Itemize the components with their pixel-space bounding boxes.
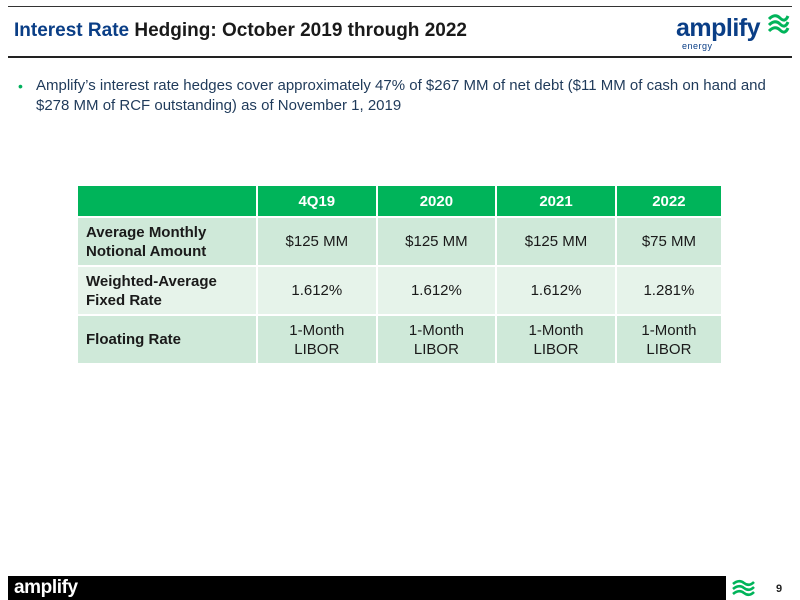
bullet-point: • Amplify’s interest rate hedges cover a… <box>18 76 780 116</box>
row-label: Weighted-Average Fixed Rate <box>76 265 258 316</box>
table-header-cell: 2022 <box>614 184 724 218</box>
logo-subtitle: energy <box>682 41 713 51</box>
table-cell: 1-Month LIBOR <box>495 314 617 365</box>
table-cell: 1.612% <box>495 265 617 316</box>
table-header-blank <box>76 184 258 218</box>
page-number: 9 <box>776 583 783 595</box>
row-label: Average Monthly Notional Amount <box>76 216 258 267</box>
table-header-cell: 4Q19 <box>256 184 378 218</box>
table-cell: $125 MM <box>375 216 498 267</box>
amplify-logo: amplify energy <box>676 10 792 54</box>
waves-icon <box>767 14 790 34</box>
table-cell: 1.612% <box>375 265 498 316</box>
logo-wordmark: amplify <box>676 14 761 42</box>
row-label: Floating Rate <box>76 314 258 365</box>
header-rule <box>8 56 792 58</box>
table-cell: 1-Month LIBOR <box>256 314 378 365</box>
footer-waves-icon <box>732 579 755 597</box>
table-cell: 1-Month LIBOR <box>614 314 724 365</box>
top-rule <box>8 6 792 7</box>
table-cell: 1-Month LIBOR <box>375 314 498 365</box>
table-cell: 1.612% <box>256 265 378 316</box>
table-header-cell: 2020 <box>375 184 498 218</box>
bullet-dot-icon: • <box>18 78 23 94</box>
title-rest: Hedging: October 2019 through 2022 <box>134 20 467 41</box>
page-title: Interest Rate Hedging: October 2019 thro… <box>14 20 467 42</box>
table-header-row: 4Q19 2020 2021 2022 <box>76 184 724 218</box>
table-cell: $75 MM <box>614 216 724 267</box>
footer-bar <box>8 576 726 600</box>
table-header-cell: 2021 <box>495 184 617 218</box>
footer-logo: amplify <box>14 577 78 598</box>
table-cell: 1.281% <box>614 265 724 316</box>
table-row: Weighted-Average Fixed Rate 1.612% 1.612%… <box>76 265 724 316</box>
table-cell: $125 MM <box>495 216 617 267</box>
table-row: Average Monthly Notional Amount $125 MM $… <box>76 216 724 267</box>
table-row: Floating Rate 1-Month LIBOR 1-Month LIBOR … <box>76 314 724 365</box>
bullet-text: Amplify’s interest rate hedges cover app… <box>36 77 766 114</box>
title-lead: Interest Rate <box>14 20 130 41</box>
hedge-table: 4Q19 2020 2021 2022 Average Monthly Notio… <box>76 184 724 365</box>
table-cell: $125 MM <box>256 216 378 267</box>
